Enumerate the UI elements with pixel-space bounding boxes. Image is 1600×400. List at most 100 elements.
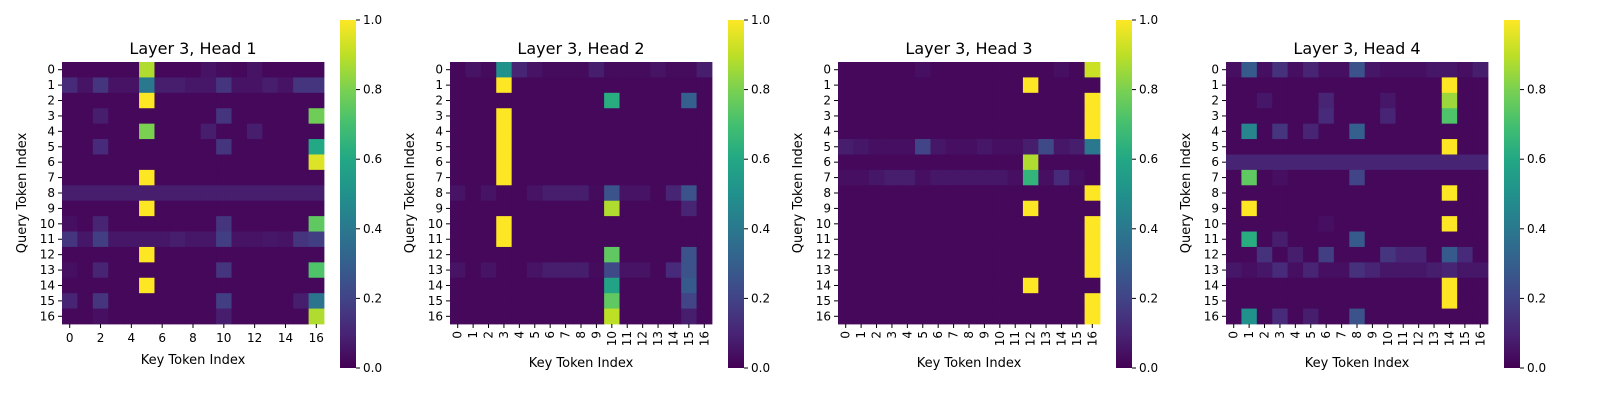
y-tick-label: 0 <box>47 63 55 77</box>
heatmap-cell-12-0 <box>1226 246 1242 263</box>
heatmap-cell-7-9 <box>1364 169 1381 186</box>
heatmap-cell-8-7 <box>1333 185 1350 202</box>
y-tick-label: 15 <box>428 294 443 308</box>
heatmap-cell-8-16 <box>1472 185 1489 202</box>
heatmap-cell-9-7 <box>945 200 962 217</box>
heatmap-cell-13-12 <box>246 262 263 279</box>
heatmap-cell-9-14 <box>1441 200 1458 217</box>
heatmap-cell-16-16 <box>1472 308 1489 325</box>
heatmap-cell-2-11 <box>619 92 636 109</box>
heatmap-cell-14-10 <box>216 277 232 294</box>
heatmap-cell-11-0 <box>62 231 78 248</box>
x-tick-label: 5 <box>916 331 930 339</box>
heatmap-cell-8-11 <box>1395 185 1412 202</box>
heatmap-cell-9-4 <box>511 200 528 217</box>
y-tick-label: 8 <box>47 186 55 200</box>
heatmap-cell-8-16 <box>1084 185 1101 202</box>
heatmap-cell-3-5 <box>527 108 543 125</box>
heatmap-cell-5-8 <box>185 139 202 155</box>
heatmap-cell-8-15 <box>1457 185 1473 202</box>
heatmap-cell-14-3 <box>108 277 125 294</box>
heatmap-cell-3-8 <box>185 108 202 125</box>
heatmap-cell-11-8 <box>185 231 202 248</box>
heatmap-cell-10-3 <box>884 216 901 232</box>
y-tick-label: 6 <box>823 155 831 169</box>
heatmap-cell-16-12 <box>1022 308 1039 325</box>
y-tick-label: 14 <box>1204 278 1219 292</box>
x-tick-label: 14 <box>666 331 680 346</box>
heatmap-cell-1-9 <box>200 77 217 94</box>
heatmap-cell-15-5 <box>1303 293 1319 309</box>
heatmap-cell-1-7 <box>945 77 962 94</box>
heatmap-cell-3-10 <box>1380 108 1396 125</box>
y-tick-label: 16 <box>816 309 831 323</box>
x-tick-label: 13 <box>1427 331 1441 346</box>
heatmap-cell-3-4 <box>1287 108 1304 125</box>
heatmap-cell-1-12 <box>634 77 651 94</box>
heatmap-cell-14-11 <box>1395 277 1412 294</box>
heatmap-cell-10-14 <box>277 216 294 232</box>
heatmap-cell-11-5 <box>139 231 155 248</box>
heatmap-cells <box>1226 62 1489 325</box>
heatmap-cell-1-14 <box>665 77 682 94</box>
colorbar-tick-label: 0.6 <box>1139 152 1158 166</box>
heatmap-cell-9-7 <box>1333 200 1350 217</box>
heatmap-cell-2-2 <box>92 92 109 109</box>
heatmap-cell-2-14 <box>277 92 294 109</box>
heatmap-cell-2-5 <box>915 92 931 109</box>
heatmap-cell-16-2 <box>868 308 885 325</box>
y-tick-label: 4 <box>1211 124 1219 138</box>
heatmap-cell-0-13 <box>262 62 279 78</box>
heatmap-cell-11-9 <box>588 231 605 248</box>
heatmap-cell-6-12 <box>1410 154 1427 171</box>
heatmap-cell-11-5 <box>1303 231 1319 248</box>
heatmap-cell-2-14 <box>1441 92 1458 109</box>
y-tick-label: 3 <box>823 109 831 123</box>
heatmap-cell-12-15 <box>681 246 697 263</box>
heatmap-cell-7-16 <box>1472 169 1489 186</box>
x-tick-label: 9 <box>1365 331 1379 339</box>
heatmap-cell-11-2 <box>868 231 885 248</box>
heatmap-cell-8-13 <box>262 185 279 202</box>
heatmap-cell-1-2 <box>1256 77 1273 94</box>
heatmap-cell-10-11 <box>1007 216 1024 232</box>
heatmap-cell-10-16 <box>308 216 325 232</box>
heatmap-cell-4-1 <box>77 123 94 140</box>
heatmap-cell-5-14 <box>1053 139 1070 155</box>
heatmap-cell-8-7 <box>945 185 962 202</box>
heatmap-cell-15-7 <box>945 293 962 309</box>
heatmap-cell-0-10 <box>216 62 232 78</box>
heatmap-cell-7-8 <box>573 169 590 186</box>
heatmap-cell-5-5 <box>139 139 155 155</box>
heatmap-cell-11-13 <box>1426 231 1443 248</box>
heatmap-cell-6-5 <box>527 154 543 171</box>
heatmap-cells <box>62 62 325 325</box>
heatmap-cell-7-4 <box>899 169 916 186</box>
heatmap-cell-12-14 <box>277 246 294 263</box>
heatmap-cell-16-4 <box>1287 308 1304 325</box>
chart-title: Layer 3, Head 4 <box>1293 39 1420 58</box>
heatmap-cell-15-2 <box>1256 293 1273 309</box>
heatmap-cell-16-8 <box>185 308 202 325</box>
heatmap-cell-8-9 <box>588 185 605 202</box>
heatmap-cell-12-11 <box>231 246 248 263</box>
heatmap-cell-16-4 <box>123 308 140 325</box>
heatmap-cell-0-8 <box>185 62 202 78</box>
heatmap-cell-14-15 <box>681 277 697 294</box>
heatmap-cell-5-15 <box>293 139 309 155</box>
heatmap-cell-4-14 <box>1441 123 1458 140</box>
heatmap-cell-8-8 <box>573 185 590 202</box>
heatmap-cell-12-1 <box>465 246 482 263</box>
heatmap-cell-6-14 <box>1441 154 1458 171</box>
heatmap-cell-5-4 <box>123 139 140 155</box>
heatmap-cell-16-13 <box>650 308 667 325</box>
heatmap-cell-14-5 <box>527 277 543 294</box>
y-tick-label: 8 <box>1211 186 1219 200</box>
heatmap-cell-5-12 <box>246 139 263 155</box>
heatmap-cell-16-3 <box>496 308 513 325</box>
x-tick-label: 7 <box>559 331 573 339</box>
heatmap-cell-3-15 <box>1457 108 1473 125</box>
colorbar-tick-label: 0.0 <box>363 361 382 375</box>
heatmap-cell-7-6 <box>1318 169 1335 186</box>
heatmap-cell-2-12 <box>246 92 263 109</box>
